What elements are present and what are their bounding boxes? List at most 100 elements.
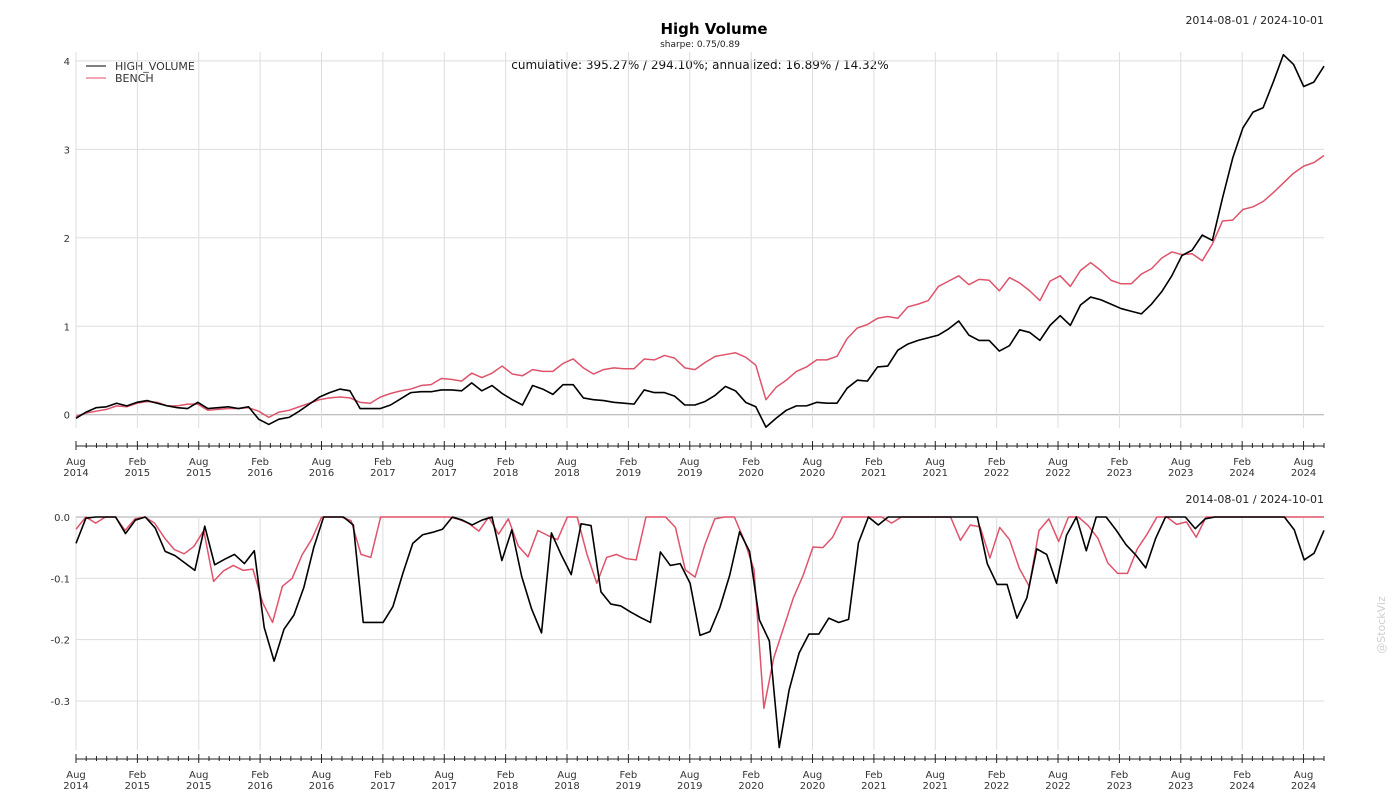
y-tick-label: 1 <box>64 322 70 333</box>
x-tick-label-year: 2024 <box>1291 468 1316 479</box>
y-tick-label: 2 <box>64 234 70 245</box>
x-tick-label-year: 2024 <box>1229 468 1254 479</box>
series-line-high-volume <box>75 53 1325 428</box>
x-tick-label-year: 2023 <box>1107 468 1132 479</box>
x-tick-label-year: 2018 <box>554 781 579 792</box>
x-tick-label-month: Aug <box>926 770 946 781</box>
x-tick-label-year: 2021 <box>861 468 886 479</box>
watermark: @StockViz <box>1375 596 1388 654</box>
date-range-bottom: 2014-08-01 / 2024-10-01 <box>1185 493 1324 506</box>
x-tick-label-year: 2020 <box>800 468 825 479</box>
chart-title: High Volume <box>660 20 767 38</box>
x-tick-label-year: 2014 <box>63 468 88 479</box>
x-tick-label-year: 2018 <box>493 468 518 479</box>
x-tick-label-month: Aug <box>1048 770 1068 781</box>
x-tick-label-month: Feb <box>129 770 147 781</box>
x-tick-label-month: Aug <box>1048 457 1068 468</box>
x-tick-label-year: 2024 <box>1229 781 1254 792</box>
y-tick-label: 3 <box>64 145 70 156</box>
x-tick-label-month: Feb <box>620 770 638 781</box>
x-tick-label-year: 2023 <box>1168 468 1193 479</box>
x-tick-label-month: Feb <box>251 770 269 781</box>
x-tick-label-month: Feb <box>497 770 515 781</box>
x-tick-label-month: Feb <box>988 770 1006 781</box>
x-tick-label-year: 2017 <box>432 468 457 479</box>
x-tick-label-year: 2018 <box>554 468 579 479</box>
x-tick-label-year: 2022 <box>1045 468 1070 479</box>
series-line-bench <box>75 154 1325 419</box>
x-tick-label-month: Aug <box>1294 770 1314 781</box>
x-tick-label-month: Aug <box>557 457 577 468</box>
x-tick-label-month: Aug <box>189 457 209 468</box>
x-tick-label-month: Feb <box>497 457 515 468</box>
y-tick-label: 4 <box>64 57 70 68</box>
x-tick-label-month: Feb <box>374 770 392 781</box>
drawdown-panel: 0.0-0.1-0.2-0.3Aug2014Feb2015Aug2015Feb2… <box>50 513 1325 792</box>
x-tick-label-month: Aug <box>434 457 454 468</box>
x-tick-label-year: 2023 <box>1107 781 1132 792</box>
x-tick-label-month: Aug <box>312 457 332 468</box>
x-tick-label-year: 2016 <box>247 781 272 792</box>
x-tick-label-year: 2015 <box>186 468 211 479</box>
x-tick-label-year: 2022 <box>1045 781 1070 792</box>
x-tick-label-month: Aug <box>1171 770 1191 781</box>
x-tick-label-month: Aug <box>803 457 823 468</box>
x-tick-label-year: 2019 <box>616 468 641 479</box>
x-tick-label-month: Feb <box>742 457 760 468</box>
x-tick-label-year: 2016 <box>309 468 334 479</box>
y-tick-label: -0.2 <box>50 636 70 647</box>
cumulative-returns-panel: 01234Aug2014Feb2015Aug2015Feb2016Aug2016… <box>63 52 1325 479</box>
legend: HIGH_VOLUME BENCH <box>86 60 195 85</box>
x-tick-label-year: 2022 <box>984 468 1009 479</box>
x-tick-label-month: Aug <box>1171 457 1191 468</box>
x-tick-label-month: Aug <box>1294 457 1314 468</box>
x-tick-label-year: 2017 <box>370 468 395 479</box>
x-tick-label-year: 2020 <box>738 781 763 792</box>
legend-label-bench: BENCH <box>115 72 154 85</box>
chart-subtitle: sharpe: 0.75/0.89 <box>660 40 740 50</box>
x-tick-label-month: Feb <box>1233 770 1251 781</box>
x-tick-label-year: 2018 <box>493 781 518 792</box>
x-tick-label-month: Feb <box>865 770 883 781</box>
x-tick-label-month: Feb <box>1111 770 1129 781</box>
x-tick-label-year: 2015 <box>125 468 150 479</box>
x-tick-label-month: Aug <box>557 770 577 781</box>
x-tick-label-year: 2019 <box>677 781 702 792</box>
x-tick-label-month: Aug <box>66 770 86 781</box>
legend-label-high-volume: HIGH_VOLUME <box>115 60 195 73</box>
x-tick-label-month: Feb <box>1111 457 1129 468</box>
x-tick-label-month: Feb <box>1233 457 1251 468</box>
x-tick-label-month: Aug <box>189 770 209 781</box>
x-tick-label-month: Aug <box>312 770 332 781</box>
x-tick-label-month: Feb <box>865 457 883 468</box>
stats-annotation: cumulative: 395.27% / 294.10%; annualize… <box>511 58 888 72</box>
y-tick-label: -0.3 <box>50 697 70 708</box>
x-tick-label-year: 2015 <box>125 781 150 792</box>
x-tick-label-year: 2020 <box>738 468 763 479</box>
x-tick-label-year: 2020 <box>800 781 825 792</box>
x-tick-label-year: 2023 <box>1168 781 1193 792</box>
x-tick-label-month: Feb <box>129 457 147 468</box>
x-tick-label-year: 2017 <box>370 781 395 792</box>
x-tick-label-month: Feb <box>620 457 638 468</box>
x-tick-label-month: Aug <box>680 770 700 781</box>
x-tick-label-year: 2021 <box>923 781 948 792</box>
x-tick-label-month: Feb <box>988 457 1006 468</box>
series-line-bench <box>75 516 1324 710</box>
x-tick-label-month: Feb <box>742 770 760 781</box>
x-tick-label-year: 2021 <box>923 468 948 479</box>
x-tick-label-month: Feb <box>251 457 269 468</box>
x-tick-label-year: 2021 <box>861 781 886 792</box>
x-tick-label-year: 2024 <box>1291 781 1316 792</box>
y-tick-label: 0.0 <box>54 513 70 524</box>
x-tick-label-year: 2016 <box>247 468 272 479</box>
x-tick-label-year: 2014 <box>63 781 88 792</box>
x-tick-label-year: 2022 <box>984 781 1009 792</box>
x-tick-label-year: 2017 <box>432 781 457 792</box>
x-tick-label-year: 2019 <box>677 468 702 479</box>
y-tick-label: -0.1 <box>50 574 70 585</box>
y-tick-label: 0 <box>64 411 70 422</box>
x-tick-label-month: Aug <box>680 457 700 468</box>
x-tick-label-month: Feb <box>374 457 392 468</box>
